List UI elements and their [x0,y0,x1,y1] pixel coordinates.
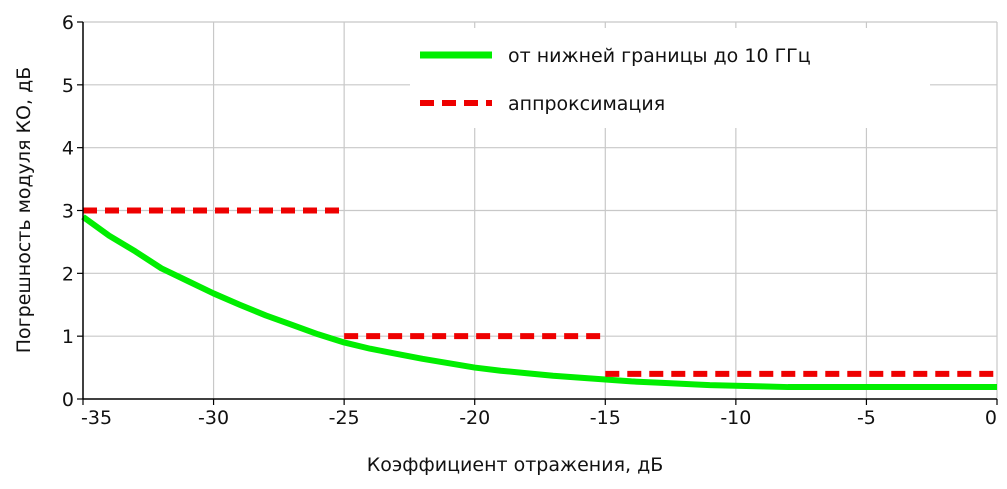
series-layer [81,207,997,391]
y-tick-label: 1 [62,326,74,348]
y-tick-label: 3 [62,201,74,223]
x-tick-label: 0 [985,407,997,429]
y-tick-label: 5 [62,75,74,97]
x-tick-label: -35 [81,407,112,429]
x-ticks: -35 -30 -25 -20 -15 -10 -5 0 [81,399,998,429]
x-tick-label: -5 [857,407,876,429]
x-tick-label: -15 [590,407,621,429]
y-tick-label: 2 [62,263,74,285]
series-line-0 [81,214,997,391]
x-tick-label: -30 [198,407,229,429]
x-tick-label: -10 [720,407,751,429]
y-axis-title: Погрешность модуля КО, дБ [13,67,35,353]
x-tick-label: -25 [329,407,360,429]
y-tick-label: 0 [62,389,74,411]
legend-label-series-1: аппроксимация [508,93,665,115]
y-tick-label: 4 [62,138,74,160]
x-axis-title: Коэффициент отражения, дБ [367,454,664,476]
y-ticks: 0 1 2 3 4 5 6 [62,12,83,411]
y-tick-label: 6 [62,12,74,34]
legend-label-series-0: от нижней границы до 10 ГГц [508,45,811,67]
legend-background [410,28,930,128]
legend: от нижней границы до 10 ГГц аппроксимаци… [410,28,930,128]
x-tick-label: -20 [459,407,490,429]
